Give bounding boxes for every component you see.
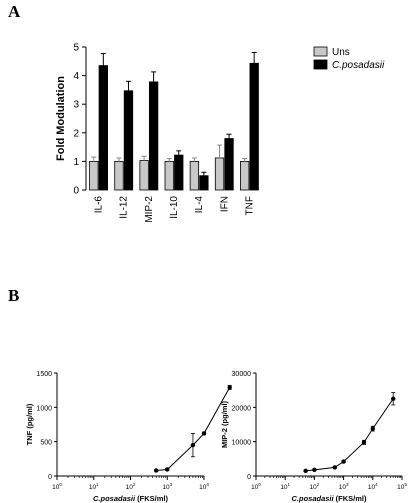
bar-uns-mip-2 [139,160,149,191]
bar-c-posadasii-mip-2 [148,81,159,191]
mip2-chart-data-point [391,396,396,401]
mip2-chart-data-point [341,459,346,464]
bar-category-label: IL-4 [194,196,205,214]
tnf-chart-x-tick-label: 100 [52,482,62,491]
bar-category-label: IFN [219,196,230,212]
mip2-chart-x-axis-label: C.posadasii (FKS/ml) [291,494,367,503]
bar-uns-il-6 [89,160,99,191]
bar-category-label: MIP-2 [144,196,155,223]
tnf-chart-x-tick-label: 104 [199,482,209,491]
mip2-chart-data-point [370,426,375,431]
tnf-chart-data-point [153,468,159,473]
tnf-chart-y-tick-label: 0 [48,474,52,481]
tnf-chart-x-axis-label: C.posadasii (FKS/ml) [93,494,169,503]
bar-y-tick-label: 0 [73,186,79,197]
bar-c-posadasii-il-10 [174,154,184,191]
bar-y-tick-label: 4 [73,71,79,82]
bar-c-posadasii-ifn [224,138,234,191]
bar-category-label: IL-6 [94,196,105,214]
tnf-chart-x-tick-label: 101 [89,482,99,491]
bar-uns-ifn [214,157,225,191]
mip2-chart-y-tick-label: 20000 [232,405,252,412]
tnf-chart-y-tick-label: 1500 [36,371,52,378]
legend-label-1: C.posadasii [332,60,385,71]
mip2-chart-data-point [303,468,308,474]
mip2-chart-y-axis-label: MIP-2 (pg/ml) [220,400,229,448]
bar-uns-il-10 [164,160,174,191]
bar-uns-il-4 [189,160,200,191]
mip2-chart-x-tick-label: 103 [339,482,349,491]
bar-y-tick-label: 5 [73,43,79,54]
mip2-chart-data-point [312,467,317,473]
mip2-chart-x-tick-label: 101 [280,482,290,491]
tnf-chart-series-line [156,387,231,472]
legend-swatch-1 [313,59,328,70]
bar-uns-il-12 [114,160,124,191]
mip2-chart-x-tick-label: 100 [251,482,261,491]
panel-letter-a: A [8,2,21,21]
bar-c-posadasii-tnf [249,62,259,191]
tnf-chart-y-tick-label: 1000 [36,405,52,412]
bar-category-label: IL-12 [119,196,130,219]
mip2-chart-y-tick-label: 0 [247,474,251,481]
tnf-chart-data-point [201,431,207,436]
bar-c-posadasii-il-6 [98,65,108,191]
mip2-chart-x-tick-label: 102 [310,482,320,491]
bar-y-tick-label: 3 [73,100,79,111]
tnf-chart-y-axis-label: TNF (pg/ml) [25,403,34,445]
mip2-chart-data-point [361,440,367,445]
bar-uns-tnf [240,160,250,191]
tnf-chart-data-point [227,385,232,390]
mip2-chart-data-point [332,465,338,470]
mip2-chart-x-tick-label: 104 [368,482,378,491]
tnf-chart-y-tick-label: 500 [40,440,52,447]
bar-c-posadasii-il-12 [123,90,134,191]
legend-swatch-0 [313,46,328,57]
mip2-chart-series-line [305,398,394,472]
tnf-chart-data-point [190,442,196,448]
mip2-chart-y-tick-label: 10000 [232,440,252,447]
legend-label-0: Uns [332,47,350,58]
bar-y-tick-label: 1 [73,157,79,168]
panel-letter-b: B [8,286,20,305]
bar-c-posadasii-il-4 [199,175,209,191]
tnf-chart-x-tick-label: 102 [126,482,136,491]
bar-y-axis-label: Fold Modulation [55,76,67,161]
tnf-chart-x-tick-label: 103 [162,482,172,491]
mip2-chart-x-tick-label: 105 [397,482,407,491]
bar-category-label: IL-10 [169,196,180,219]
mip2-chart-y-tick-label: 30000 [232,371,252,378]
bar-category-label: TNF [244,196,255,215]
tnf-chart-data-point [165,467,170,472]
bar-y-tick-label: 2 [73,128,79,139]
